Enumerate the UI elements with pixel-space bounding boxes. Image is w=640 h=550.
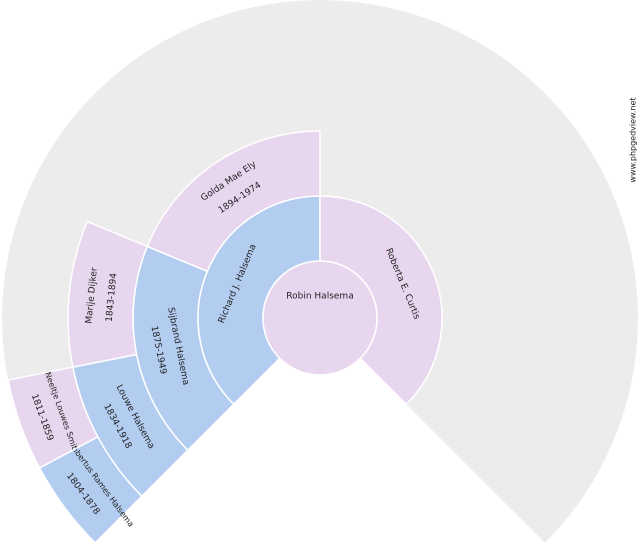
person-sector	[67, 220, 149, 369]
person-sector	[7, 366, 99, 469]
person-dates: 1843-1894	[105, 272, 120, 322]
root-name: Robin Halsema	[286, 292, 353, 302]
watermark: www.phpgedview.net	[629, 97, 638, 182]
person-sector	[146, 130, 321, 273]
root-circle	[262, 260, 378, 376]
